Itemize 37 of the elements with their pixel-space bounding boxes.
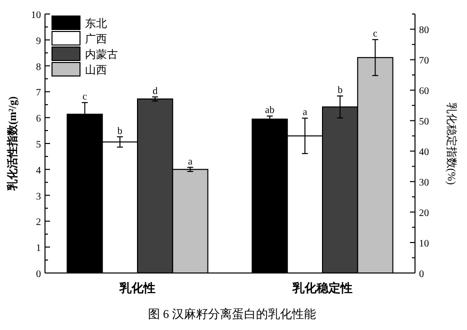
y-tick-label: 10 [31, 10, 41, 21]
data-label: ab [265, 105, 274, 116]
data-label: d [152, 86, 158, 97]
legend-label: 东北 [85, 17, 107, 30]
data-label: b [117, 126, 122, 137]
y2-tick-label: 50 [419, 116, 429, 128]
legend-label: 内蒙古 [85, 48, 118, 61]
y2-tick-label: 80 [419, 25, 429, 36]
y2-tick-label: 40 [419, 147, 429, 158]
x-tick-label: 乳化性 [118, 281, 156, 295]
y2-tick-label: 0 [419, 269, 424, 280]
y2-tick-label: 70 [419, 56, 429, 67]
y2-tick-label: 10 [419, 238, 429, 250]
y2-tick-label: 20 [419, 208, 429, 220]
y-axis-title: 乳化活性指数(m²/g) [6, 96, 19, 192]
y-tick-label: 6 [36, 114, 41, 125]
data-label: b [338, 84, 343, 96]
y-tick-label: 9 [36, 36, 41, 47]
y-tick-label: 3 [36, 191, 41, 202]
y-tick-label: 4 [36, 165, 41, 176]
y2-tick-label: 60 [419, 86, 429, 98]
legend-label: 山西 [85, 64, 107, 76]
data-label: c [82, 92, 88, 103]
data-label: a [188, 156, 193, 168]
x-tick-label: 乳化稳定性 [292, 281, 352, 295]
y-tick-label: 0 [36, 269, 41, 280]
y-tick-label: 8 [36, 62, 41, 73]
legend-label: 广西 [85, 32, 107, 46]
data-label: a [302, 107, 308, 118]
y-tick-label: 1 [36, 243, 41, 254]
text: 图 6 汉麻籽分离蛋白的乳化性能 [148, 307, 316, 321]
y2-axis-title: 乳化稳定指数(%) [445, 102, 458, 186]
data-label: c [373, 28, 378, 40]
y-tick-label: 5 [36, 140, 41, 150]
y-tick-label: 2 [36, 217, 41, 228]
y2-tick-label: 30 [419, 178, 429, 189]
y-tick-label: 7 [36, 88, 41, 99]
